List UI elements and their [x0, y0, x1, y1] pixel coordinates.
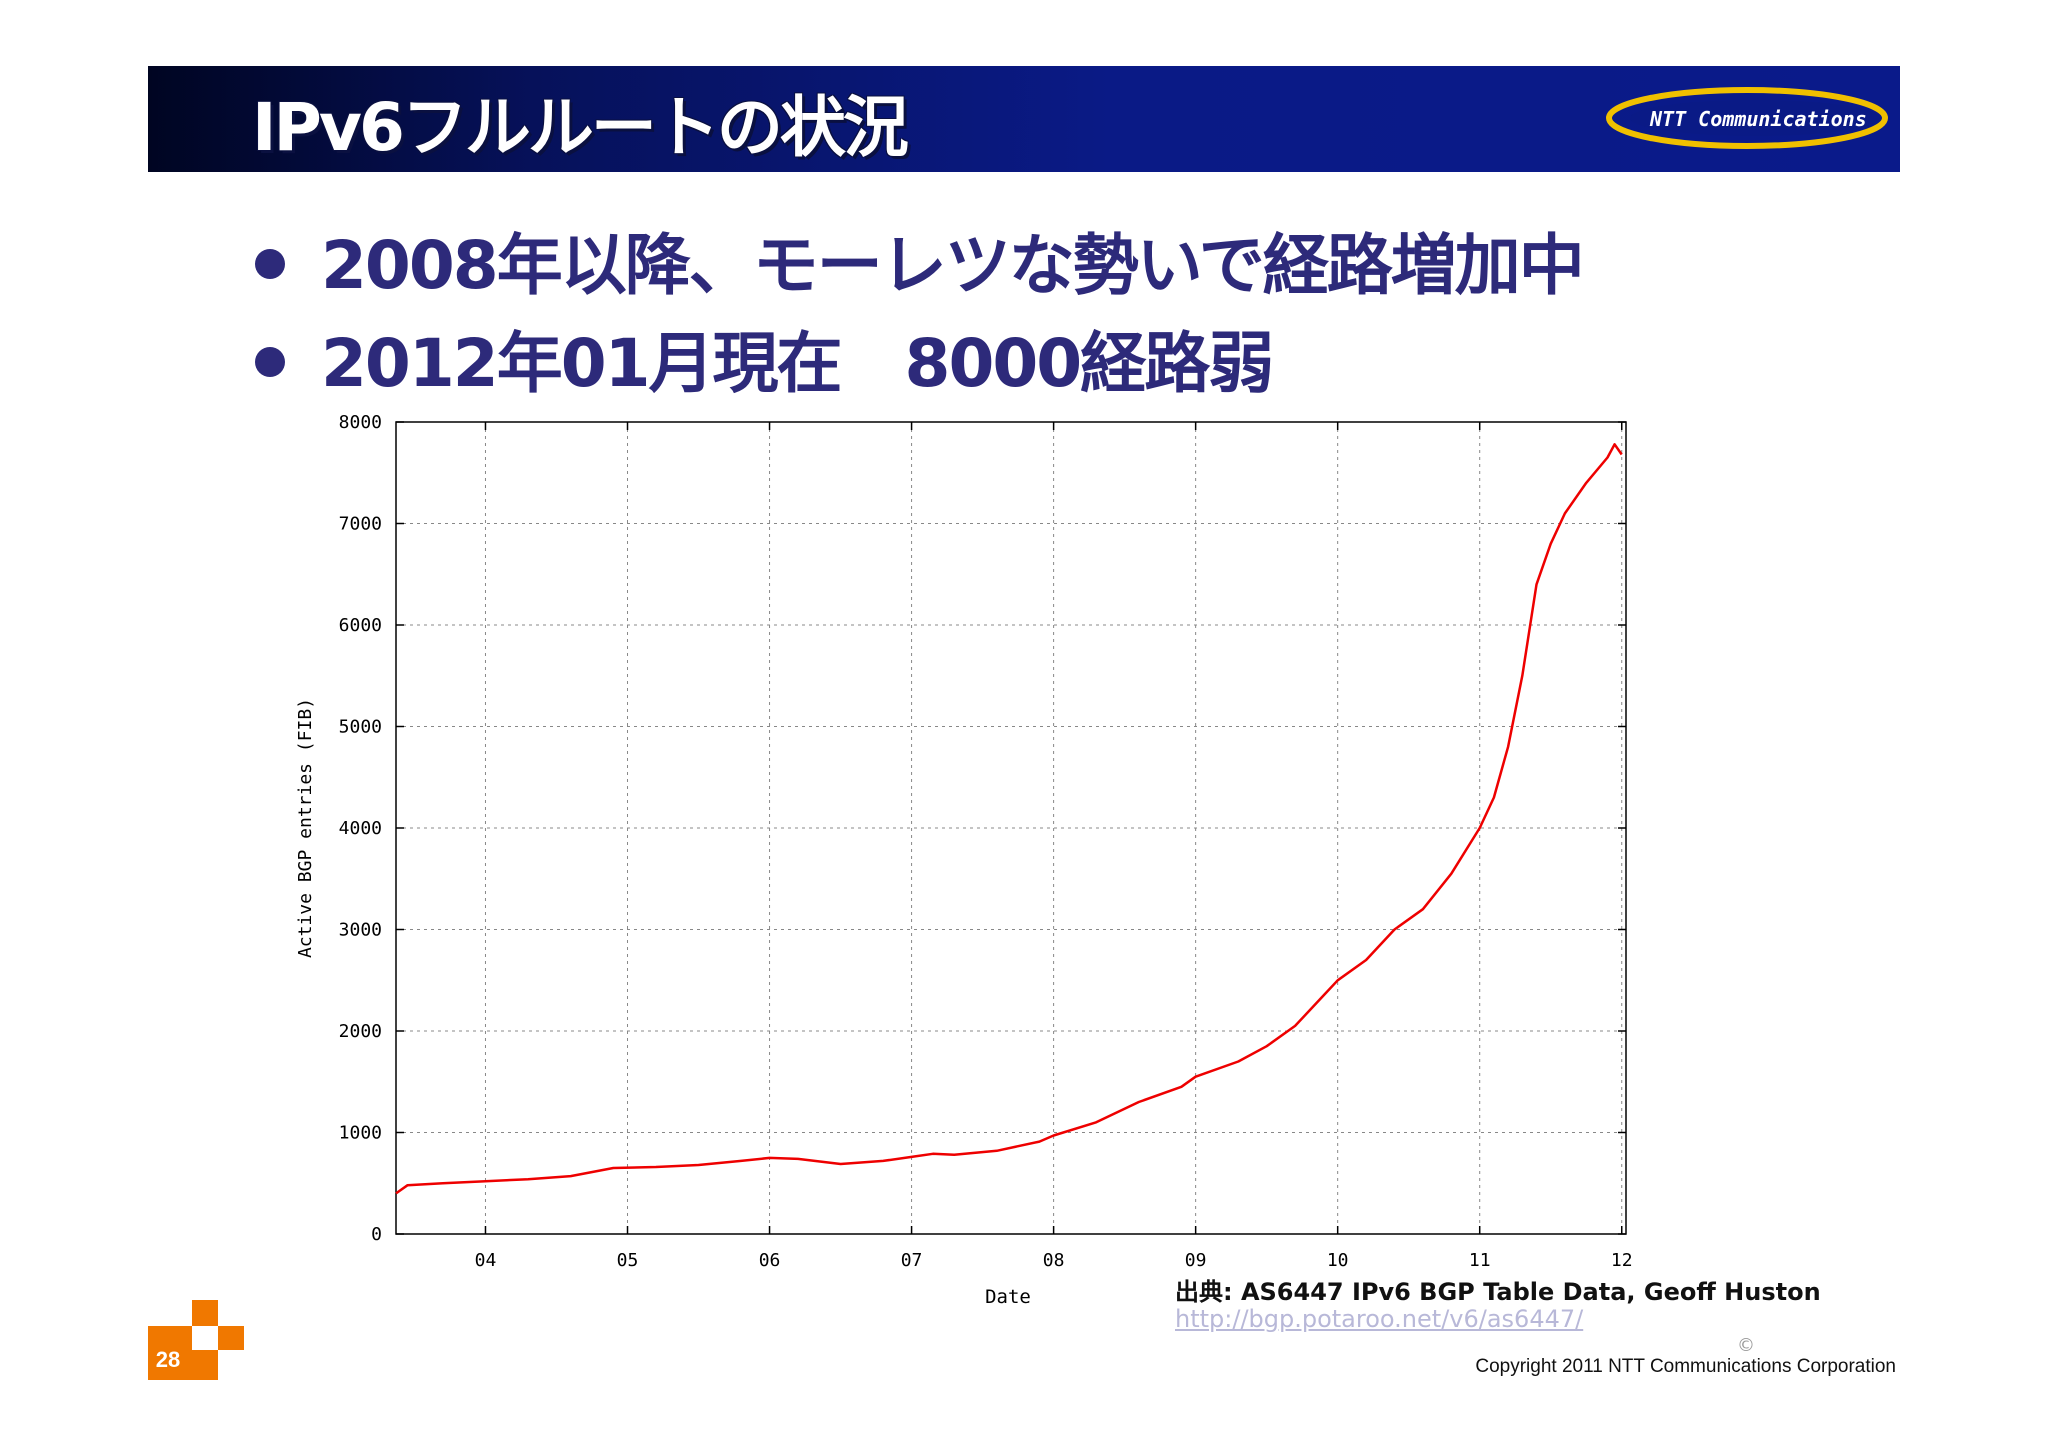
- series-line: [395, 443, 1623, 1195]
- source-citation: 出典: AS6447 IPv6 BGP Table Data, Geoff Hu…: [1175, 1278, 1821, 1306]
- page-corner-decoration: [148, 1300, 244, 1380]
- x-tick-label: 04: [475, 1250, 497, 1271]
- y-tick-label: 1000: [339, 1123, 382, 1144]
- x-tick-label: 12: [1611, 1250, 1633, 1271]
- ntt-communications-logo: NTT Communications: [1606, 87, 1888, 149]
- plot-frame: [395, 421, 1627, 1235]
- logo-text: NTT Communications: [1649, 107, 1867, 131]
- x-tick-label: 07: [901, 1250, 923, 1271]
- x-tick-label: 05: [617, 1250, 639, 1271]
- y-axis-label: Active BGP entries (FIB): [295, 698, 316, 958]
- chart-grid: [396, 421, 1626, 1235]
- x-tick-label: 09: [1185, 1250, 1207, 1271]
- x-tick-label: 10: [1327, 1250, 1349, 1271]
- page-number: 28: [155, 1347, 181, 1372]
- bullet-text-2: 2012年01月現在 8000経路弱: [321, 325, 1274, 402]
- y-tick-label: 5000: [339, 717, 382, 738]
- bullet-dot-icon: [255, 248, 285, 279]
- copyright-symbol: ©: [1737, 1335, 1755, 1356]
- y-tick-label: 6000: [339, 615, 382, 636]
- y-tick-label: 2000: [339, 1021, 382, 1042]
- bullet-item-2: 2012年01月現在 8000経路弱: [255, 310, 1274, 406]
- y-tick-label: 0: [371, 1224, 382, 1245]
- bullet-item-1: 2008年以降、モーレツな勢いで経路増加中: [255, 212, 1585, 308]
- y-tick-label: 7000: [339, 514, 382, 535]
- y-tick-label: 3000: [339, 920, 382, 941]
- chart-ticks: 0 1000 2000 3000 4000 5000 6000 7000 8000 04 05 06 0…: [339, 412, 1633, 1271]
- x-tick-label: 06: [759, 1250, 781, 1271]
- y-tick-label: 8000: [339, 412, 382, 433]
- y-tick-label: 4000: [339, 818, 382, 839]
- copyright-text: Copyright 2011 NTT Communications Corpor…: [1475, 1356, 1896, 1377]
- x-axis-label: Date: [985, 1286, 1031, 1308]
- x-tick-label: 11: [1469, 1250, 1491, 1271]
- slide-title: IPv6フルルートの状況: [252, 89, 909, 166]
- x-tick-label: 08: [1043, 1250, 1065, 1271]
- bullet-dot-icon: [255, 346, 285, 377]
- source-link[interactable]: http://bgp.potaroo.net/v6/as6447/: [1175, 1305, 1584, 1333]
- bullet-text-1: 2008年以降、モーレツな勢いで経路増加中: [321, 227, 1585, 304]
